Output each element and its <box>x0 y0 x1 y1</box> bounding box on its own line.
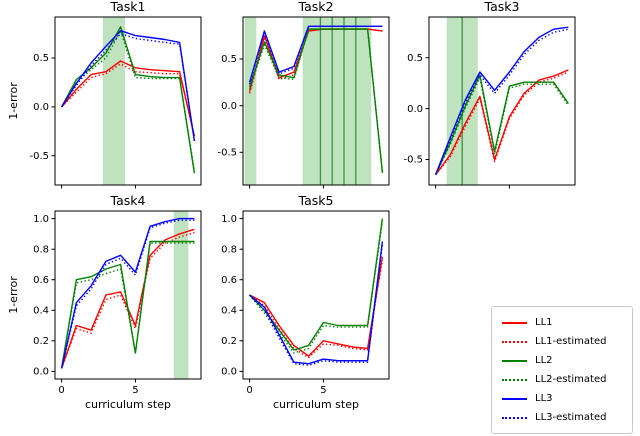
series-LL1 <box>435 69 569 176</box>
y-tick-label: 0.6 <box>221 275 237 286</box>
y-tick-label: 0.0 <box>33 367 49 378</box>
axes-frame <box>242 16 390 186</box>
legend-entry-LL3: LL3 <box>502 391 620 406</box>
series-LL1-estimated <box>249 259 384 359</box>
shaded-band <box>173 211 189 379</box>
series-LL2-estimated <box>248 28 384 172</box>
axes-frame <box>428 16 576 186</box>
y-tick-label: -0.5 <box>217 148 237 159</box>
chart-task2: Task2 -0.5 0.0 0.5 <box>217 0 390 189</box>
y-tick-label: 0.8 <box>33 244 49 255</box>
y-tick-label: 1.0 <box>221 214 237 225</box>
series-LL2-estimated <box>61 29 196 171</box>
chart-title: Task5 <box>298 193 334 208</box>
series-LL3-estimated <box>248 25 383 85</box>
series-LL2 <box>249 218 384 351</box>
legend-line-sample-dotted <box>502 378 527 381</box>
shaded-band <box>244 17 257 185</box>
y-tick-label: -0.5 <box>29 151 49 162</box>
y-tick-label: -0.5 <box>403 155 423 166</box>
legend-entry-LL1-estimated: LL1-estimated <box>502 334 620 349</box>
chart-title: Task3 <box>484 0 520 14</box>
series-LL2-estimated <box>434 77 569 176</box>
y-tick-label: 0.4 <box>221 306 237 317</box>
legend-entries: LL1 LL1-estimated LL2 LL2-estimated LL3 LL3-e… <box>502 315 620 425</box>
chart-task4: Task4 0.0 0.2 0.4 0.6 0.8 1.0 0 5 curriculum step… <box>7 193 202 411</box>
y-axis-label: 1-error <box>7 276 20 314</box>
y-tick-label: 0.0 <box>407 104 423 115</box>
subplot-task1: Task1 -0.5 0.0 0.5 1-error <box>7 0 202 189</box>
x-axis-label: curriculum step <box>273 398 359 411</box>
axes-frame <box>242 210 390 380</box>
legend-label: LL1 <box>535 317 553 328</box>
y-tick-label: 0.6 <box>33 275 49 286</box>
legend-label: LL2-estimated <box>535 374 607 385</box>
legend-label: LL3-estimated <box>535 412 607 423</box>
y-axis-label: 1-error <box>7 82 20 120</box>
chart-title: Task1 <box>110 0 146 14</box>
legend-line-sample-solid <box>502 359 527 362</box>
y-tick-label: 0.5 <box>33 53 49 64</box>
series-LL3-estimated <box>61 32 196 142</box>
series-LL2-estimated <box>249 221 384 354</box>
series-LL2-estimated <box>60 242 195 369</box>
legend-line-sample-solid <box>502 397 527 400</box>
subplot-task2: Task2 -0.5 0.0 0.5 <box>217 0 390 189</box>
legend-line-sample-dotted <box>502 340 527 343</box>
shaded-band <box>102 17 125 185</box>
legend-entry-LL2: LL2 <box>502 353 620 368</box>
chart-task3: Task3 -0.5 0.0 0.5 <box>403 0 576 189</box>
x-tick-label: 0 <box>246 385 252 396</box>
x-tick-label: 5 <box>132 385 138 396</box>
series-LL3-estimated <box>249 244 384 367</box>
series-LL1-estimated <box>60 231 195 369</box>
axes-frame <box>54 16 202 186</box>
y-tick-label: 0.0 <box>221 367 237 378</box>
series-LL2 <box>60 26 196 174</box>
series-LL3-estimated <box>434 28 569 176</box>
y-tick-label: 0.5 <box>221 54 237 65</box>
y-tick-label: 1.0 <box>33 214 49 225</box>
legend: LL1 LL1-estimated LL2 LL2-estimated LL3 LL3-e… <box>491 306 633 434</box>
x-tick-label: 5 <box>320 385 326 396</box>
series-LL2 <box>60 240 195 369</box>
y-tick-label: 0.2 <box>33 336 49 347</box>
legend-line-sample-solid <box>502 321 527 324</box>
series-LL3 <box>249 241 384 365</box>
legend-line-sample-dotted <box>502 416 527 419</box>
series-LL3 <box>434 26 569 176</box>
x-tick-label: 0 <box>58 385 64 396</box>
y-tick-label: 0.2 <box>221 336 237 347</box>
chart-task1: Task1 -0.5 0.0 0.5 1-error <box>7 0 202 189</box>
y-tick-label: 0.5 <box>407 53 423 64</box>
y-tick-label: 0.0 <box>33 102 49 113</box>
y-tick-label: 0.8 <box>221 244 237 255</box>
series-LL1-estimated <box>435 71 569 176</box>
y-tick-label: 0.0 <box>221 101 237 112</box>
series-LL1 <box>61 60 196 137</box>
chart-title: Task4 <box>110 193 146 208</box>
chart-title: Task2 <box>298 0 334 14</box>
series-LL1 <box>249 256 384 357</box>
series-LL3 <box>60 217 195 369</box>
legend-entry-LL2-estimated: LL2-estimated <box>502 372 620 387</box>
legend-label: LL1-estimated <box>535 336 607 347</box>
legend-label: LL3 <box>535 393 553 404</box>
axes-frame <box>54 210 202 380</box>
y-tick-label: 0.4 <box>33 306 49 317</box>
legend-entry-LL3-estimated: LL3-estimated <box>502 410 620 425</box>
legend-entry-LL1: LL1 <box>502 315 620 330</box>
chart-task5: Task5 0.0 0.2 0.4 0.6 0.8 1.0 0 5 curriculum step <box>221 193 390 411</box>
shaded-band <box>302 17 372 185</box>
subplot-task3: Task3 -0.5 0.0 0.5 <box>403 0 576 189</box>
x-axis-label: curriculum step <box>85 398 171 411</box>
legend-label: LL2 <box>535 355 553 366</box>
series-LL1-estimated <box>61 63 196 137</box>
series-LL3 <box>61 29 196 142</box>
subplot-task4: Task4 0.0 0.2 0.4 0.6 0.8 1.0 0 5 curriculum step… <box>7 193 202 411</box>
subplot-task5: Task5 0.0 0.2 0.4 0.6 0.8 1.0 0 5 curriculum step <box>221 193 390 411</box>
